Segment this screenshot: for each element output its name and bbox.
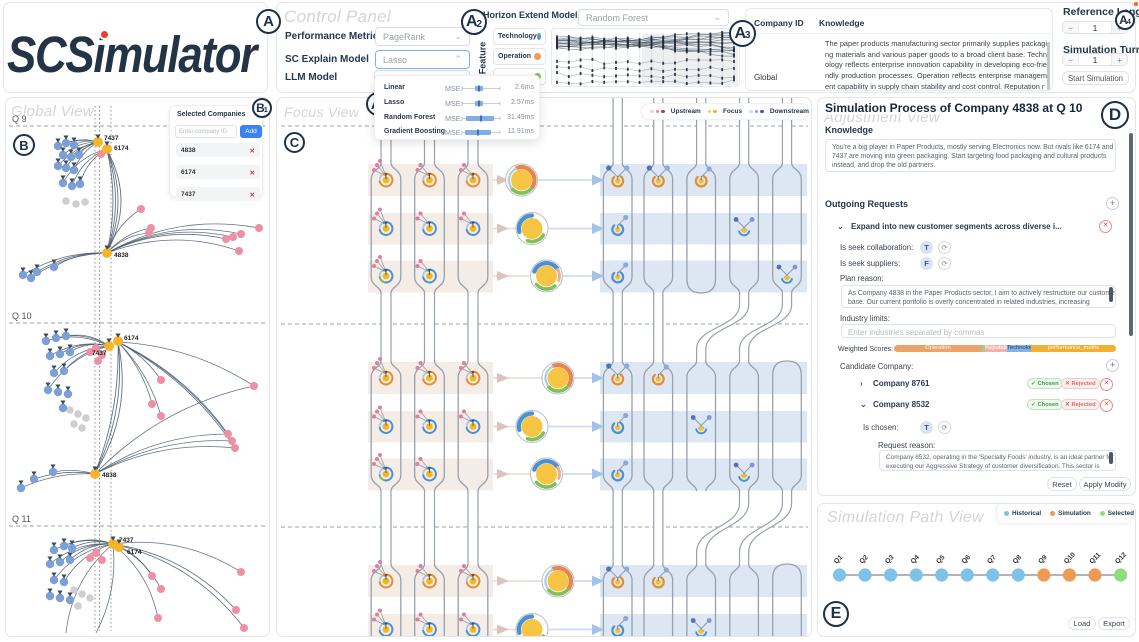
svg-text:Q4: Q4 [910,554,922,566]
svg-text:4838: 4838 [102,472,117,479]
svg-text:Q11: Q11 [1088,551,1102,565]
svg-text:4838: 4838 [114,252,129,259]
svg-text:Q5: Q5 [935,554,947,566]
svg-text:Q6: Q6 [961,554,973,566]
svg-text:Q2: Q2 [858,554,870,566]
svg-text:7437: 7437 [119,537,134,544]
svg-text:6174: 6174 [127,549,142,556]
svg-text:7437: 7437 [104,135,119,142]
svg-text:6174: 6174 [124,335,139,342]
svg-text:Q7: Q7 [986,554,998,566]
svg-text:7437: 7437 [92,350,107,357]
svg-text:Q1: Q1 [833,554,845,566]
svg-text:Q9: Q9 [1037,554,1049,566]
svg-text:6174: 6174 [114,145,129,152]
svg-text:Q12: Q12 [1114,551,1128,565]
svg-text:Q8: Q8 [1012,554,1024,566]
svg-text:Q10: Q10 [1063,551,1077,565]
svg-text:Q3: Q3 [884,554,896,566]
